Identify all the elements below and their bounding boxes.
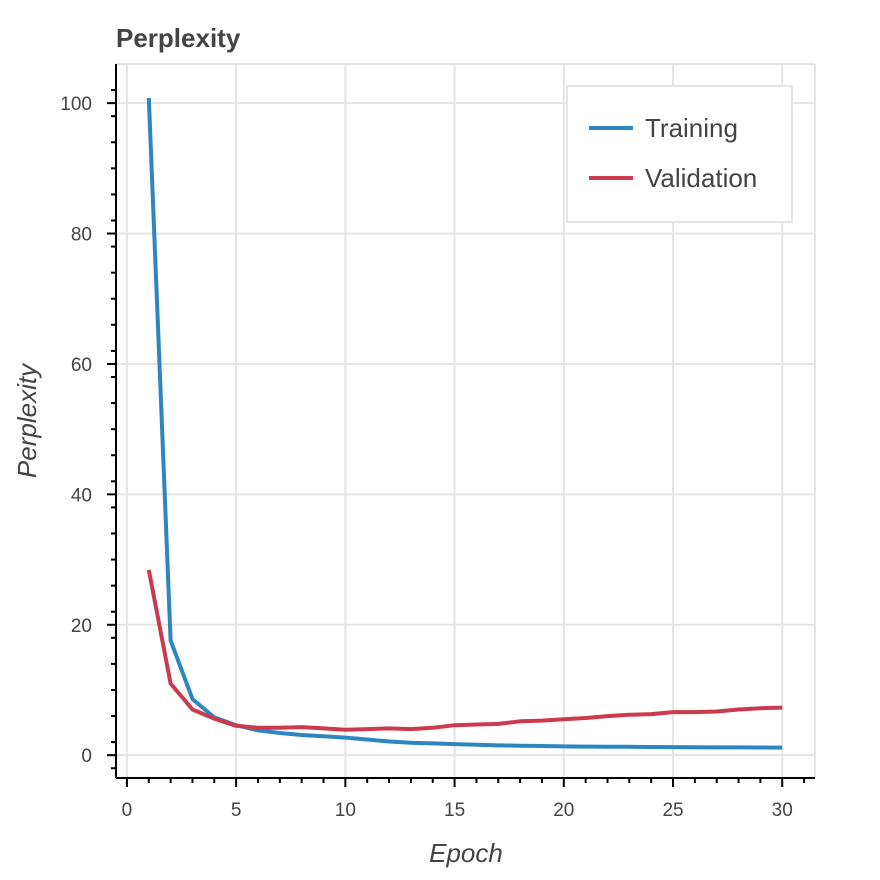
y-tick-label: 20 <box>71 616 92 637</box>
x-tick-label: 0 <box>122 800 133 821</box>
legend-label-validation: Validation <box>645 163 757 193</box>
series-line-validation <box>146 569 783 732</box>
x-tick-label: 15 <box>444 800 465 821</box>
chart-title: Perplexity <box>116 23 241 53</box>
legend-label-training: Training <box>645 113 738 143</box>
y-tick-label: 40 <box>71 485 92 506</box>
series-lines <box>146 97 783 750</box>
grid <box>116 63 816 778</box>
x-tick-label: 20 <box>553 800 574 821</box>
y-tick-label: 80 <box>71 225 92 246</box>
legend: Training Validation <box>566 85 793 223</box>
x-tick-label: 5 <box>231 800 242 821</box>
series-line-training <box>146 97 783 750</box>
legend-box <box>566 85 793 223</box>
y-tick-label: 100 <box>60 94 92 115</box>
axes <box>115 64 815 779</box>
x-tick-label: 30 <box>772 800 793 821</box>
y-tick-label: 60 <box>71 355 92 376</box>
y-tick-label: 0 <box>81 746 92 767</box>
x-axis-label: Epoch <box>429 838 503 868</box>
ticks: 0 5 10 15 20 25 30 0 20 40 60 80 100 <box>60 89 806 821</box>
x-tick-label: 10 <box>335 800 356 821</box>
x-tick-label: 25 <box>662 800 683 821</box>
y-axis-label: Perplexity <box>12 362 42 478</box>
